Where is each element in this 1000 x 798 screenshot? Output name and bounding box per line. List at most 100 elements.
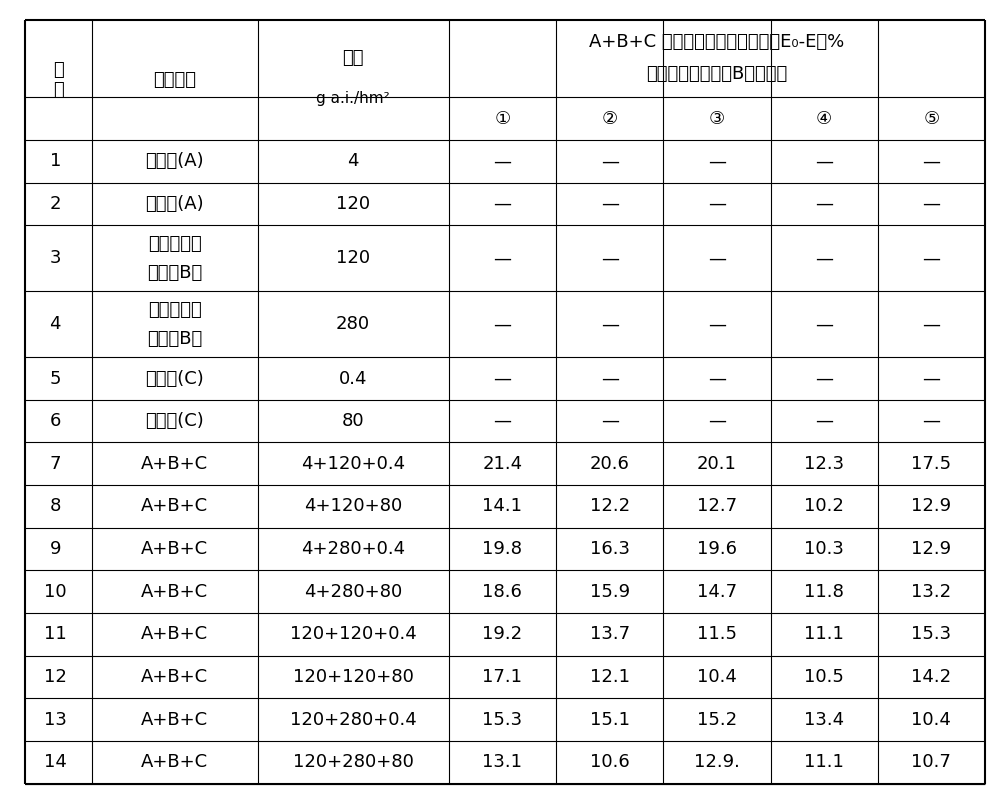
Text: 120: 120 <box>336 195 370 213</box>
Text: 10.7: 10.7 <box>911 753 951 772</box>
Text: ③: ③ <box>709 110 725 128</box>
Text: —: — <box>601 369 619 388</box>
Text: —: — <box>922 195 940 213</box>
Text: A+B+C: A+B+C <box>141 540 208 558</box>
Text: 有机磷类除草剂（B）的种类: 有机磷类除草剂（B）的种类 <box>646 65 788 83</box>
Text: —: — <box>493 413 511 430</box>
Text: —: — <box>493 195 511 213</box>
Text: 11.1: 11.1 <box>804 753 844 772</box>
Text: A+B+C: A+B+C <box>141 497 208 516</box>
Text: A+B+C: A+B+C <box>141 455 208 473</box>
Text: 9: 9 <box>49 540 61 558</box>
Text: 10.4: 10.4 <box>697 668 737 686</box>
Text: ②: ② <box>602 110 618 128</box>
Text: 16.3: 16.3 <box>590 540 630 558</box>
Text: —: — <box>708 369 726 388</box>
Text: —: — <box>815 413 833 430</box>
Text: 18.6: 18.6 <box>482 583 522 601</box>
Text: 11.8: 11.8 <box>804 583 844 601</box>
Text: 15.3: 15.3 <box>911 626 951 643</box>
Text: 12.9: 12.9 <box>911 540 951 558</box>
Text: 6: 6 <box>50 413 61 430</box>
Text: A+B+C: A+B+C <box>141 711 208 729</box>
Text: A+B+C 混剂处理的存活率差值（E₀-E）%: A+B+C 混剂处理的存活率差值（E₀-E）% <box>589 33 845 50</box>
Text: A+B+C: A+B+C <box>141 626 208 643</box>
Text: 120+120+0.4: 120+120+0.4 <box>290 626 417 643</box>
Text: 4: 4 <box>49 315 61 334</box>
Text: —: — <box>815 315 833 334</box>
Text: 80: 80 <box>342 413 364 430</box>
Text: 10.6: 10.6 <box>590 753 630 772</box>
Text: 草铵灵(A): 草铵灵(A) <box>146 195 204 213</box>
Text: —: — <box>601 195 619 213</box>
Text: 7: 7 <box>49 455 61 473</box>
Text: —: — <box>708 195 726 213</box>
Text: 11.5: 11.5 <box>697 626 737 643</box>
Text: 120+280+80: 120+280+80 <box>293 753 414 772</box>
Text: 15.1: 15.1 <box>590 711 630 729</box>
Text: —: — <box>601 152 619 171</box>
Text: 3: 3 <box>49 249 61 267</box>
Text: 10: 10 <box>44 583 67 601</box>
Text: 15.9: 15.9 <box>590 583 630 601</box>
Text: 14.2: 14.2 <box>911 668 951 686</box>
Text: 17.1: 17.1 <box>482 668 522 686</box>
Text: 17.5: 17.5 <box>911 455 951 473</box>
Text: 咔草酮(C): 咔草酮(C) <box>146 369 204 388</box>
Text: 2: 2 <box>49 195 61 213</box>
Text: 剂量: 剂量 <box>342 49 364 67</box>
Text: —: — <box>815 195 833 213</box>
Text: 0.4: 0.4 <box>339 369 367 388</box>
Text: 13: 13 <box>44 711 67 729</box>
Text: —: — <box>493 315 511 334</box>
Text: 120+280+0.4: 120+280+0.4 <box>290 711 417 729</box>
Text: 10.4: 10.4 <box>911 711 951 729</box>
Text: 10.2: 10.2 <box>804 497 844 516</box>
Text: ①: ① <box>494 110 510 128</box>
Text: A+B+C: A+B+C <box>141 583 208 601</box>
Text: 12: 12 <box>44 668 67 686</box>
Text: 12.9.: 12.9. <box>694 753 740 772</box>
Text: 20.6: 20.6 <box>590 455 630 473</box>
Text: 草铵灵(A): 草铵灵(A) <box>146 152 204 171</box>
Text: 14.7: 14.7 <box>697 583 737 601</box>
Text: 4: 4 <box>347 152 359 171</box>
Text: —: — <box>815 152 833 171</box>
Text: 120: 120 <box>336 249 370 267</box>
Text: 序
号: 序 号 <box>53 61 64 100</box>
Text: 13.1: 13.1 <box>482 753 522 772</box>
Text: 10.3: 10.3 <box>804 540 844 558</box>
Text: 11.1: 11.1 <box>804 626 844 643</box>
Text: —: — <box>922 249 940 267</box>
Text: g a.i./hm²: g a.i./hm² <box>316 90 390 105</box>
Text: 有机磷类除: 有机磷类除 <box>148 301 202 318</box>
Text: 21.4: 21.4 <box>482 455 522 473</box>
Text: —: — <box>708 152 726 171</box>
Text: —: — <box>922 413 940 430</box>
Text: 草剂（B）: 草剂（B） <box>147 330 203 348</box>
Text: 12.7: 12.7 <box>697 497 737 516</box>
Text: —: — <box>815 249 833 267</box>
Text: 10.5: 10.5 <box>804 668 844 686</box>
Text: A+B+C: A+B+C <box>141 753 208 772</box>
Text: 13.4: 13.4 <box>804 711 844 729</box>
Text: 19.6: 19.6 <box>697 540 737 558</box>
Text: ④: ④ <box>816 110 832 128</box>
Text: 120+120+80: 120+120+80 <box>293 668 414 686</box>
Text: 19.8: 19.8 <box>482 540 522 558</box>
Text: 有机磷类除: 有机磷类除 <box>148 235 202 253</box>
Text: 11: 11 <box>44 626 67 643</box>
Text: —: — <box>493 369 511 388</box>
Text: 19.2: 19.2 <box>482 626 522 643</box>
Text: —: — <box>708 315 726 334</box>
Text: 5: 5 <box>49 369 61 388</box>
Text: 咔草酮(C): 咔草酮(C) <box>146 413 204 430</box>
Text: 12.3: 12.3 <box>804 455 844 473</box>
Text: —: — <box>601 315 619 334</box>
Text: —: — <box>922 152 940 171</box>
Text: A+B+C: A+B+C <box>141 668 208 686</box>
Text: 1: 1 <box>50 152 61 171</box>
Text: 4+120+80: 4+120+80 <box>304 497 402 516</box>
Text: 12.9: 12.9 <box>911 497 951 516</box>
Text: 12.2: 12.2 <box>590 497 630 516</box>
